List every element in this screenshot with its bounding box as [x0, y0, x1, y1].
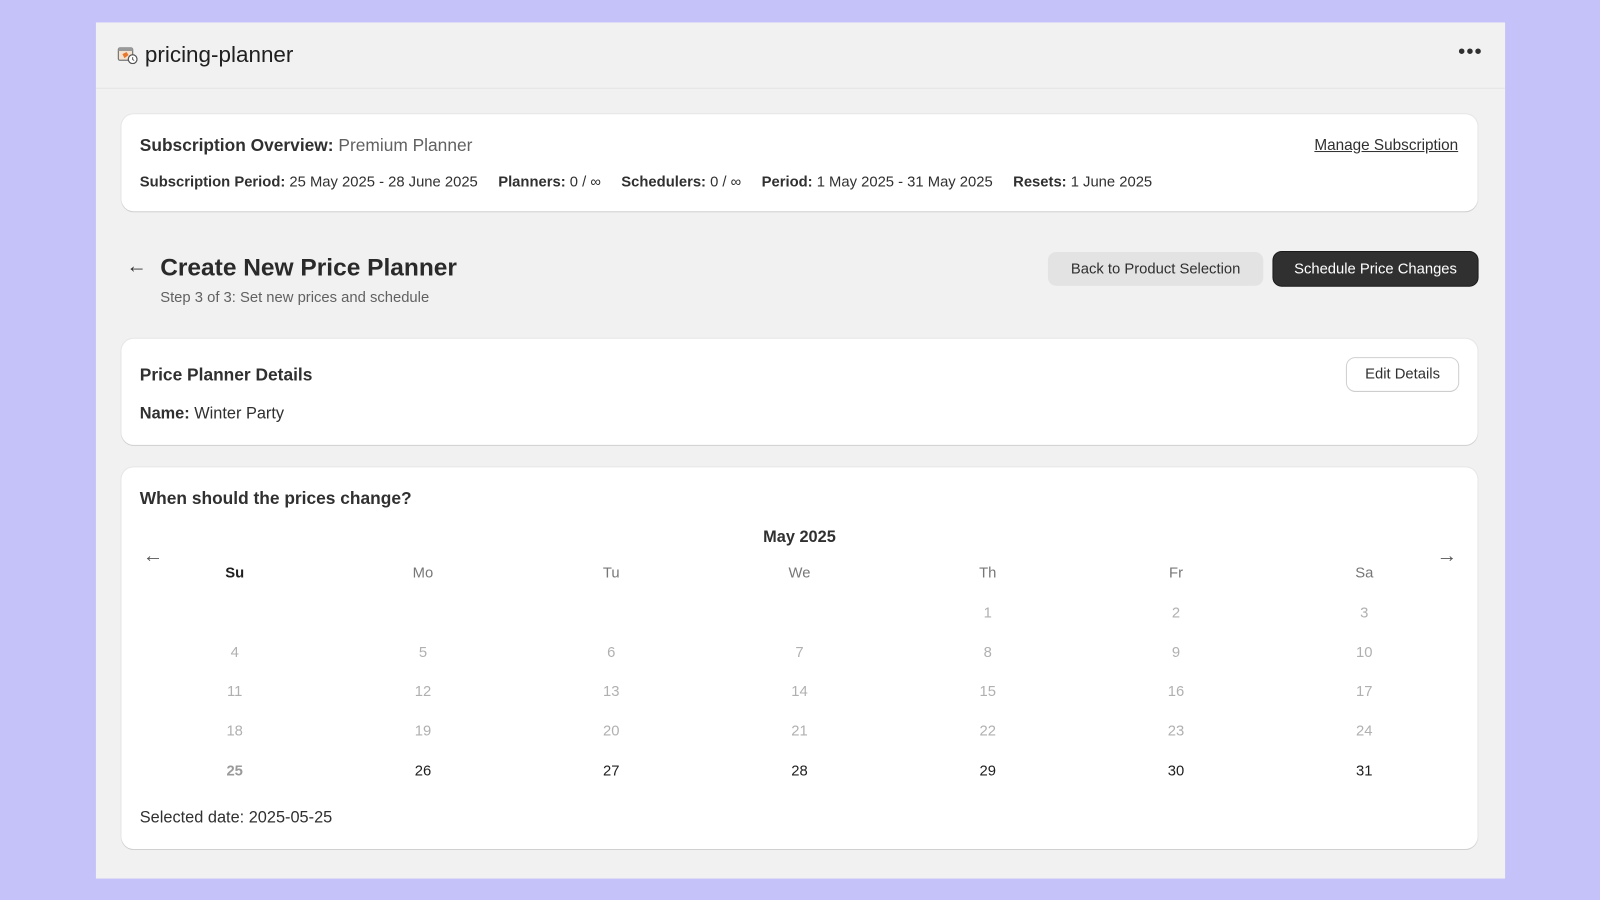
calendar-day: 8 [983, 644, 992, 661]
date-picker-card: When should the prices change? May 2025 … [121, 467, 1478, 849]
calendar-day: 21 [791, 723, 808, 740]
plan-name: Premium Planner [338, 135, 473, 156]
calendar-day: 9 [1171, 644, 1181, 661]
calendar-day: 16 [1167, 684, 1185, 701]
calendar-day: 17 [1356, 684, 1373, 701]
app-title: pricing-planner [144, 41, 294, 68]
calendar-day[interactable]: 28 [791, 763, 808, 780]
calendar-day: 11 [227, 684, 243, 701]
details-title: Price Planner Details [139, 365, 313, 385]
subscription-title: Subscription Overview: Premium Planner [139, 135, 473, 156]
date-question: When should the prices change? [139, 488, 412, 509]
subscription-details: Subscription Period: 25 May 2025 - 28 Ju… [140, 174, 1152, 190]
calendar-day[interactable]: 29 [979, 763, 996, 780]
calendar-day: 23 [1167, 723, 1185, 740]
price-planner-details-card: Price Planner Details Edit Details Name:… [121, 338, 1478, 445]
weekday-header: Th [979, 565, 997, 582]
weekday-header: Mo [412, 565, 434, 582]
calendar-day: 14 [791, 684, 808, 701]
weekday-header: Su [225, 565, 245, 582]
schedule-price-changes-button[interactable]: Schedule Price Changes [1273, 252, 1478, 286]
resets-date: Resets: 1 June 2025 [1013, 174, 1153, 191]
selected-date: Selected date: 2025-05-25 [139, 809, 333, 827]
app-window: pricing-planner ••• Subscription Overvie… [95, 22, 1506, 879]
calendar-day: 3 [1360, 605, 1369, 622]
weekday-header: We [788, 565, 811, 582]
weekday-header: Sa [1355, 565, 1374, 582]
manage-subscription-link[interactable]: Manage Subscription [1314, 136, 1459, 155]
calendar-day[interactable]: 31 [1356, 763, 1373, 780]
next-month-arrow-icon[interactable]: → [1436, 544, 1458, 568]
calendar-day: 12 [414, 684, 432, 701]
calendar-day: 24 [1356, 723, 1373, 740]
usage-period: Period: 1 May 2025 - 31 May 2025 [761, 174, 993, 191]
previous-month-arrow-icon[interactable]: ← [142, 544, 164, 568]
subscription-overview-card: Subscription Overview: Premium Planner M… [121, 114, 1478, 212]
calendar-day: 1 [983, 605, 992, 622]
calendar-day: 19 [414, 723, 432, 740]
calendar-day: 20 [602, 723, 620, 740]
calendar-day: 10 [1356, 644, 1373, 661]
weekday-header: Fr [1169, 565, 1184, 582]
more-horizontal-icon[interactable]: ••• [1458, 40, 1483, 64]
calendar-day[interactable]: 26 [414, 763, 432, 780]
calendar-day: 5 [418, 644, 428, 661]
planner-name: Name: Winter Party [139, 405, 285, 423]
planners-count: Planners: 0 / ∞ [498, 174, 601, 191]
calendar-day[interactable]: 27 [602, 763, 620, 780]
weekday-header: Tu [602, 565, 620, 582]
calendar-day: 6 [607, 644, 616, 661]
calendar-day: 4 [230, 644, 239, 661]
page-title: Create New Price Planner [160, 254, 457, 282]
calendar-day: 22 [979, 723, 996, 740]
arrow-left-icon[interactable]: ← [126, 255, 147, 278]
back-to-product-selection-button[interactable]: Back to Product Selection [1047, 252, 1264, 286]
calendar-month: May 2025 [763, 528, 836, 546]
page-subtitle: Step 3 of 3: Set new prices and schedule [160, 289, 430, 307]
calendar-day: 13 [602, 684, 620, 701]
edit-details-button[interactable]: Edit Details [1346, 358, 1459, 391]
schedulers-count: Schedulers: 0 / ∞ [621, 174, 742, 191]
calendar-day: 18 [226, 723, 243, 740]
subscription-period: Subscription Period: 25 May 2025 - 28 Ju… [139, 174, 478, 191]
calendar-day: 15 [979, 684, 996, 701]
app-header: pricing-planner ••• [95, 22, 1506, 89]
calendar-clock-icon [117, 47, 138, 65]
calendar-day[interactable]: 30 [1167, 763, 1185, 780]
calendar-day: 2 [1171, 605, 1181, 622]
calendar-day-selected[interactable]: 25 [226, 763, 243, 780]
calendar-day: 7 [795, 644, 804, 661]
